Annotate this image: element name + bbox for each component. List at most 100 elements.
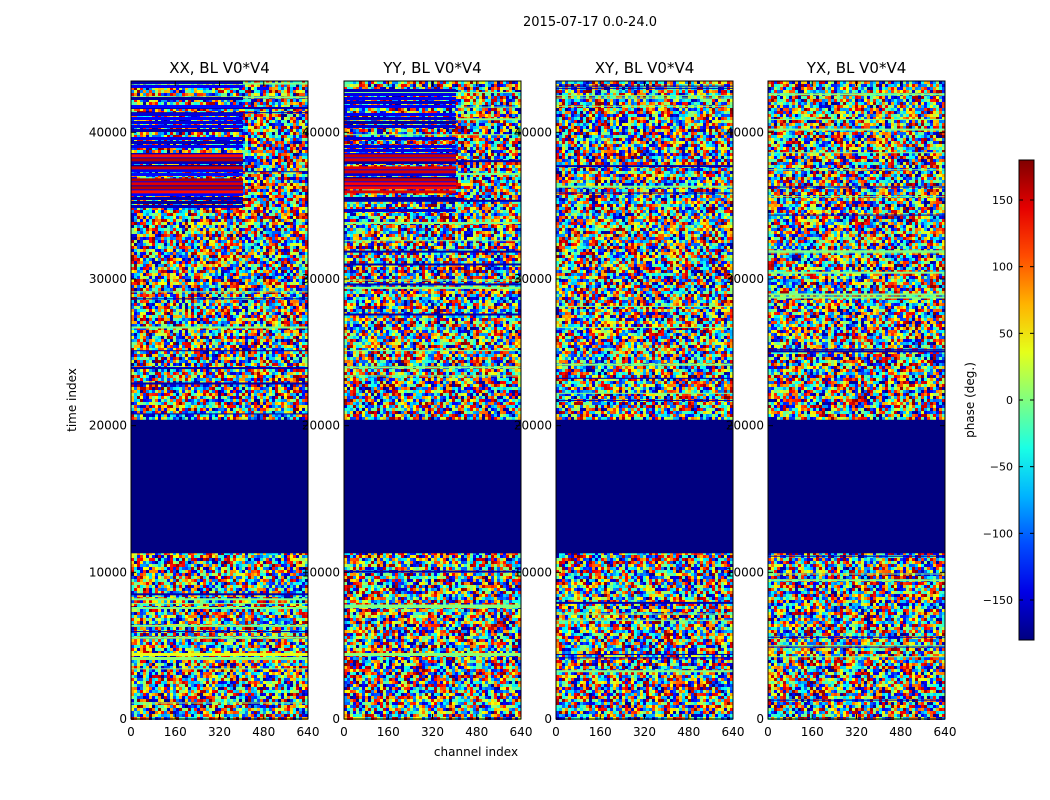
heatmap-cell — [257, 147, 260, 150]
heatmap-cell — [257, 195, 260, 198]
heatmap-cell — [191, 261, 194, 264]
heatmap-cell — [143, 279, 146, 282]
heatmap-cell — [173, 288, 176, 291]
heatmap-cell — [272, 276, 275, 279]
heatmap-cell — [302, 144, 305, 147]
heatmap-cell — [233, 246, 236, 249]
heatmap-cell — [272, 90, 275, 93]
heatmap-cell — [158, 279, 161, 282]
heatmap-cell — [242, 243, 245, 246]
heatmap-cell — [269, 306, 272, 309]
heatmap-cell — [158, 240, 161, 243]
heatmap-cell — [143, 240, 146, 243]
heatmap-cell — [266, 309, 269, 312]
heatmap-cell — [224, 252, 227, 255]
heatmap-cell — [251, 180, 254, 183]
heatmap-cell — [296, 228, 299, 231]
heatmap-cell — [248, 129, 251, 132]
heatmap-cell — [203, 303, 206, 306]
heatmap-cell — [263, 117, 266, 120]
heatmap-cell — [257, 240, 260, 243]
heatmap-cell — [290, 204, 293, 207]
heatmap-cell — [236, 225, 239, 228]
heatmap-cell — [152, 234, 155, 237]
heatmap-cell — [287, 213, 290, 216]
heatmap-cell — [296, 198, 299, 201]
heatmap-cell — [278, 252, 281, 255]
heatmap-cell — [275, 222, 278, 225]
heatmap-cell — [260, 162, 263, 165]
heatmap-cell — [164, 252, 167, 255]
heatmap-cell — [287, 264, 290, 267]
heatmap-cell — [188, 279, 191, 282]
heatmap-cell — [254, 258, 257, 261]
heatmap-cell — [257, 306, 260, 309]
heatmap-cell — [284, 114, 287, 117]
heatmap-cell — [155, 243, 158, 246]
heatmap-cell — [230, 273, 233, 276]
heatmap-cell — [281, 249, 284, 252]
heatmap-cell — [209, 225, 212, 228]
heatmap-cell — [143, 282, 146, 285]
heatmap-cell — [296, 258, 299, 261]
heatmap-cell — [239, 273, 242, 276]
heatmap-cell — [275, 192, 278, 195]
heatmap-cell — [284, 294, 287, 297]
heatmap-cell — [254, 216, 257, 219]
heatmap-cell — [269, 237, 272, 240]
heatmap-cell — [203, 261, 206, 264]
heatmap-cell — [248, 216, 251, 219]
heatmap-cell — [191, 90, 194, 93]
heatmap-cell — [281, 288, 284, 291]
heatmap-cell — [221, 282, 224, 285]
heatmap-cell — [233, 303, 236, 306]
heatmap-cell — [236, 102, 239, 105]
heatmap-cell — [188, 288, 191, 291]
heatmap-cell — [134, 288, 137, 291]
heatmap-cell — [242, 216, 245, 219]
heatmap-cell — [143, 90, 146, 93]
heatmap-cell — [251, 177, 254, 180]
heatmap-cell — [215, 300, 218, 303]
heatmap-cell — [188, 300, 191, 303]
heatmap-cell — [254, 303, 257, 306]
heatmap-cell — [173, 300, 176, 303]
heatmap-cell — [143, 270, 146, 273]
heatmap-cell — [293, 207, 296, 210]
heatmap-cell — [299, 213, 302, 216]
heatmap-cell — [221, 102, 224, 105]
heatmap-cell — [293, 192, 296, 195]
heatmap-cell — [278, 228, 281, 231]
heatmap-cell — [287, 141, 290, 144]
heatmap-cell — [185, 150, 188, 153]
heatmap-cell — [263, 204, 266, 207]
heatmap-cell — [227, 225, 230, 228]
heatmap-cell — [272, 222, 275, 225]
heatmap-cell — [257, 288, 260, 291]
heatmap-cell — [275, 129, 278, 132]
heatmap-cell — [170, 93, 173, 96]
heatmap-cell — [233, 150, 236, 153]
heatmap-cell — [155, 246, 158, 249]
heatmap-cell — [227, 303, 230, 306]
heatmap-cell — [188, 246, 191, 249]
heatmap-cell — [167, 234, 170, 237]
heatmap-cell — [224, 249, 227, 252]
heatmap-cell — [200, 228, 203, 231]
heatmap-cell — [215, 231, 218, 234]
heatmap-cell — [266, 117, 269, 120]
heatmap-cell — [233, 276, 236, 279]
heatmap-cell — [143, 150, 146, 153]
heatmap-cell — [197, 282, 200, 285]
heatmap-cell — [146, 279, 149, 282]
heatmap-cell — [257, 261, 260, 264]
heatmap-cell — [269, 252, 272, 255]
heatmap-cell — [275, 237, 278, 240]
heatmap-cell — [257, 204, 260, 207]
heatmap-cell — [209, 132, 212, 135]
heatmap-cell — [236, 306, 239, 309]
heatmap-cell — [164, 90, 167, 93]
heatmap-cell — [260, 99, 263, 102]
heatmap-cell — [257, 246, 260, 249]
heatmap-cell — [233, 306, 236, 309]
